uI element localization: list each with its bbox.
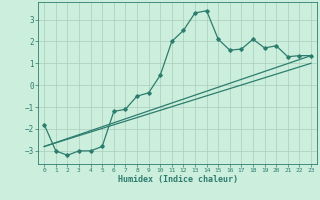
X-axis label: Humidex (Indice chaleur): Humidex (Indice chaleur): [118, 175, 238, 184]
